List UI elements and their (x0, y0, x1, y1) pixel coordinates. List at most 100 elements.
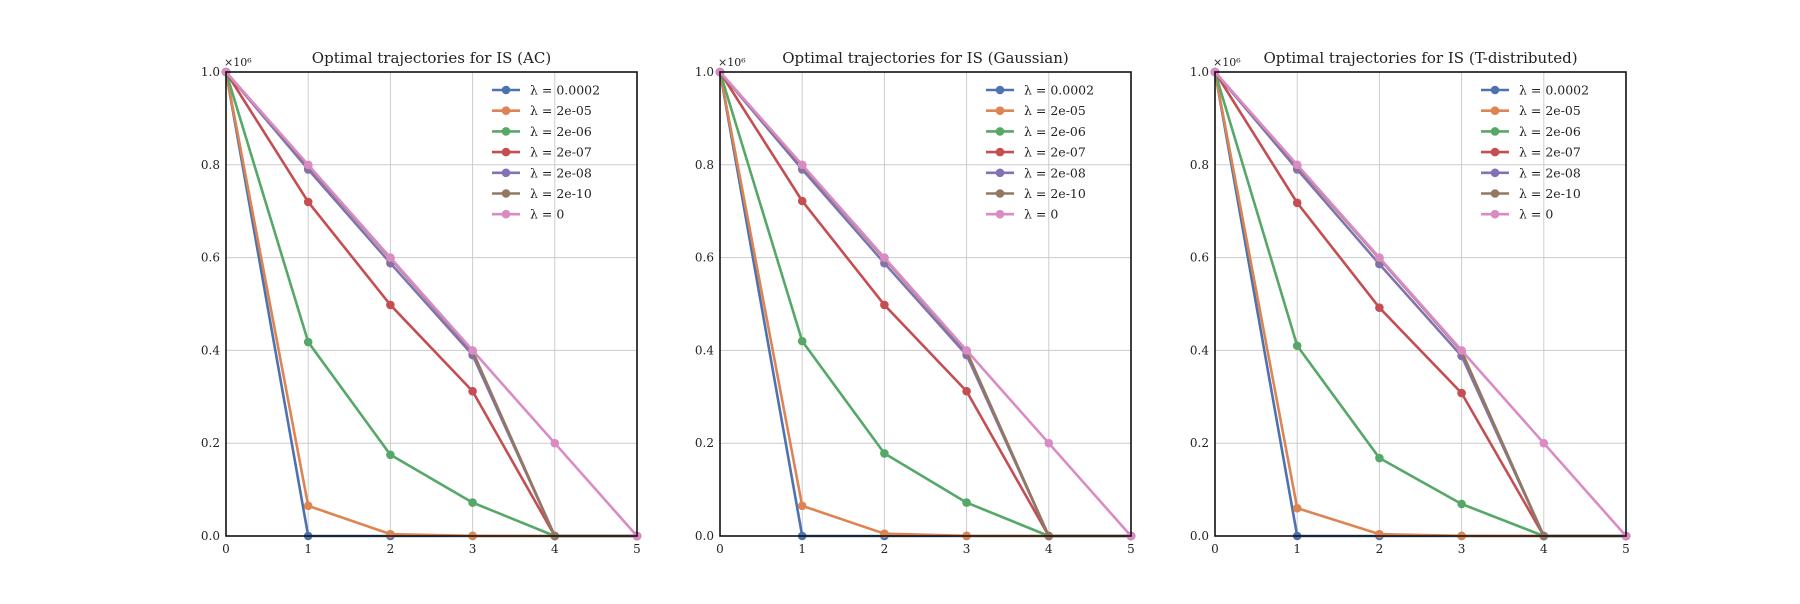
legend-label: λ = 2e-10 (1519, 186, 1581, 201)
data-point (386, 300, 395, 310)
data-point (386, 529, 395, 539)
y-tick-label: 0.6 (1190, 251, 1209, 265)
legend-marker (995, 147, 1005, 157)
plot-frame (225, 71, 638, 537)
legend-label: λ = 0 (1519, 207, 1553, 222)
x-tick-label: 0 (222, 542, 230, 556)
data-point (880, 449, 889, 458)
data-point (550, 438, 560, 448)
y-axis-multiplier: ×10⁶ (224, 56, 252, 69)
legend-label: λ = 0.0002 (1024, 83, 1094, 98)
legend-marker (1490, 106, 1500, 115)
x-tick-label: 0 (1211, 542, 1219, 556)
x-tick-label: 5 (1127, 542, 1135, 556)
chart-title: Optimal trajectories for IS (T-distribut… (1263, 49, 1577, 67)
y-tick-label: 0.8 (1190, 158, 1209, 172)
legend: λ = 0.0002 λ = 2e-05 λ = 2e-06 λ = 2e-07 λ =… (986, 83, 1094, 222)
legend-label: λ = 2e-06 (1519, 124, 1581, 139)
x-tick-label: 2 (881, 542, 889, 556)
legend-label: λ = 2e-05 (530, 103, 592, 118)
series-line (225, 71, 638, 537)
y-tick-label: 1.0 (201, 65, 220, 79)
legend-label: λ = 2e-07 (1519, 145, 1581, 160)
x-tick-label: 1 (1293, 542, 1301, 556)
data-point (962, 498, 971, 507)
legend-label: λ = 0.0002 (530, 83, 600, 98)
legend-marker (501, 168, 511, 178)
data-point (386, 253, 395, 262)
series-line (719, 71, 1132, 537)
plot-frame (719, 71, 1132, 537)
y-tick-label: 0.0 (1190, 529, 1209, 543)
x-tick-label: 1 (304, 542, 312, 556)
y-tick-label: 0.4 (201, 343, 220, 357)
legend-label: λ = 0 (530, 207, 564, 222)
series-line (1214, 71, 1627, 537)
data-point (797, 501, 807, 511)
chart-panel: 0 1 2 3 4 5 0.0 0.2 0.4 0.6 0.8 1.0 ×10⁶ Optimal traj… (1190, 49, 1631, 556)
x-tick-label: 2 (387, 542, 395, 556)
legend-marker (501, 85, 511, 95)
data-point (1457, 499, 1466, 509)
x-tick-label: 4 (1540, 542, 1548, 556)
data-point (1375, 529, 1384, 539)
y-tick-label: 0.0 (201, 529, 220, 543)
chart-panel: 0 1 2 3 4 5 0.0 0.2 0.4 0.6 0.8 1.0 ×10⁶ Optimal traj… (201, 49, 642, 556)
legend-label: λ = 2e-06 (1024, 124, 1086, 139)
legend-marker (501, 127, 511, 136)
x-tick-label: 2 (1376, 542, 1384, 556)
chart-title: Optimal trajectories for IS (Gaussian) (782, 49, 1068, 67)
data-point (303, 197, 313, 207)
data-point (1292, 160, 1302, 170)
x-tick-label: 3 (469, 542, 477, 556)
y-tick-label: 0.2 (1190, 436, 1209, 450)
y-tick-label: 0.2 (201, 436, 220, 450)
legend-label: λ = 0.0002 (1519, 83, 1589, 98)
plot-frame (1214, 71, 1627, 537)
y-tick-label: 0.2 (695, 436, 714, 450)
y-axis-multiplier: ×10⁶ (718, 56, 746, 69)
chart-title: Optimal trajectories for IS (AC) (312, 49, 551, 67)
legend-marker (1490, 189, 1500, 198)
data-point (962, 386, 971, 396)
legend-marker (995, 127, 1005, 136)
data-point (880, 253, 889, 262)
legend-marker (995, 106, 1005, 115)
y-tick-label: 1.0 (1190, 65, 1209, 79)
legend-label: λ = 2e-08 (1519, 165, 1581, 180)
data-point (303, 501, 313, 511)
legend-marker (1490, 168, 1500, 178)
legend-marker (1490, 127, 1500, 136)
y-tick-label: 0.8 (201, 158, 220, 172)
x-tick-label: 4 (1045, 542, 1053, 556)
y-tick-label: 1.0 (695, 65, 714, 79)
legend: λ = 0.0002 λ = 2e-05 λ = 2e-06 λ = 2e-07 λ =… (1481, 83, 1589, 222)
legend-label: λ = 2e-10 (1024, 186, 1086, 201)
legend-marker (501, 209, 511, 219)
data-point (468, 386, 477, 396)
legend-marker (1490, 85, 1500, 95)
legend-label: λ = 2e-07 (530, 145, 592, 160)
legend-label: λ = 2e-05 (1024, 103, 1086, 118)
data-point (468, 346, 477, 355)
legend-marker (995, 168, 1005, 178)
data-point (1292, 503, 1302, 513)
data-point (1375, 303, 1384, 313)
data-point (1457, 346, 1466, 355)
data-point (880, 300, 889, 310)
legend-marker (501, 189, 511, 198)
y-tick-label: 0.4 (695, 343, 714, 357)
legend-label: λ = 2e-07 (1024, 145, 1086, 160)
x-tick-label: 5 (633, 542, 641, 556)
data-point (1457, 388, 1466, 398)
data-point (1292, 198, 1302, 208)
data-point (386, 450, 395, 460)
legend-marker (501, 106, 511, 115)
legend-label: λ = 2e-05 (1519, 103, 1581, 118)
data-point (1375, 453, 1384, 463)
legend-marker (995, 209, 1005, 219)
legend-label: λ = 2e-06 (530, 124, 592, 139)
x-tick-label: 1 (798, 542, 806, 556)
